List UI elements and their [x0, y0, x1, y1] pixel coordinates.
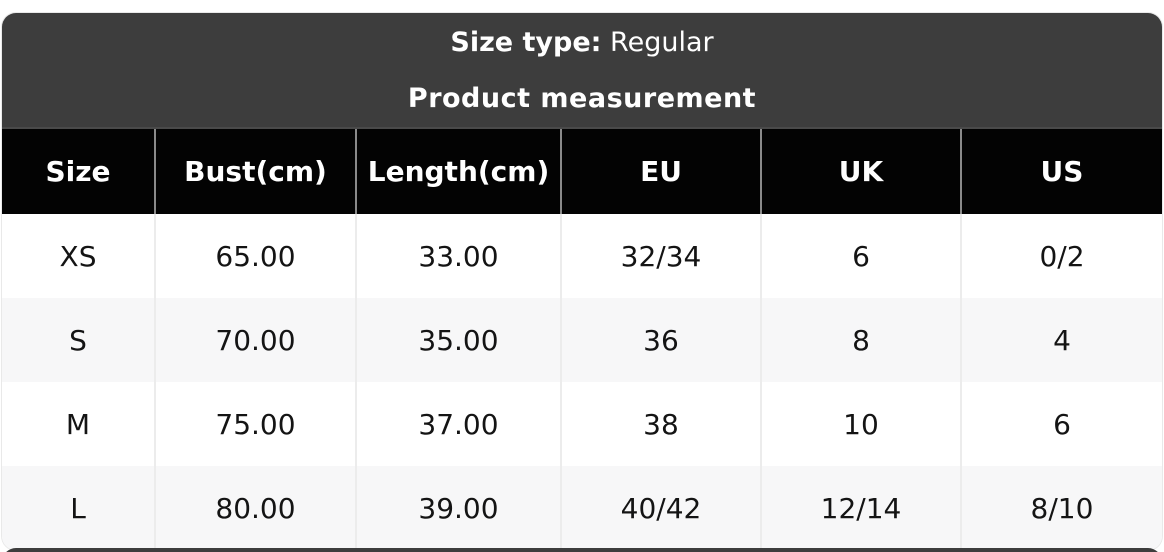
- cell-us: 4: [1053, 323, 1071, 357]
- cell-length: 35.00: [357, 298, 562, 382]
- cell-length: 39.00: [357, 466, 562, 550]
- size-type-value: Regular: [610, 26, 714, 58]
- next-section-header-peek: [2, 548, 1162, 552]
- cell-bust: 75.00: [156, 382, 357, 466]
- size-type-line: Size type: Regular: [450, 28, 713, 57]
- cell-eu: 38: [562, 382, 762, 466]
- cell-uk: 8: [762, 298, 962, 382]
- size-chart-widget: Size type: Regular Product measurement S…: [2, 13, 1162, 550]
- cell-us: 0/2: [1039, 239, 1085, 273]
- cell-bust: 80.00: [156, 466, 357, 550]
- header-cell-bust: Bust(cm): [156, 129, 357, 214]
- cell-size: S: [2, 298, 156, 382]
- cell-us: 6: [1053, 407, 1071, 441]
- cell-size: M: [2, 382, 156, 466]
- cell-size: L: [2, 466, 156, 550]
- cell-bust: 65.00: [156, 214, 357, 298]
- cell-size: XS: [2, 214, 156, 298]
- size-chart-title-bar: Size type: Regular Product measurement: [2, 13, 1162, 127]
- cell-eu: 36: [562, 298, 762, 382]
- size-type-label: Size type:: [450, 26, 602, 58]
- product-measurement-title: Product measurement: [407, 82, 757, 114]
- cell-uk: 6: [762, 214, 962, 298]
- cell-eu: 40/42: [562, 466, 762, 550]
- header-cell-size: Size: [2, 129, 156, 214]
- cell-uk: 10: [762, 382, 962, 466]
- cell-eu: 32/34: [562, 214, 762, 298]
- cell-length: 37.00: [357, 382, 562, 466]
- cell-us: 8/10: [1030, 491, 1094, 525]
- cell-length: 33.00: [357, 214, 562, 298]
- table-row-s: S 70.00 35.00 36 8 4: [2, 298, 1162, 382]
- table-row-xs: XS 65.00 33.00 32/34 6 0/2: [2, 214, 1162, 298]
- header-cell-us: US: [1040, 155, 1084, 188]
- cell-bust: 70.00: [156, 298, 357, 382]
- header-cell-uk: UK: [762, 129, 962, 214]
- table-header-row: Size Bust(cm) Length(cm) EU UK US: [2, 127, 1162, 214]
- table-row-m: M 75.00 37.00 38 10 6: [2, 382, 1162, 466]
- cell-uk: 12/14: [762, 466, 962, 550]
- table-row-l: L 80.00 39.00 40/42 12/14 8/10: [2, 466, 1162, 550]
- header-cell-length: Length(cm): [357, 129, 562, 214]
- header-cell-eu: EU: [562, 129, 762, 214]
